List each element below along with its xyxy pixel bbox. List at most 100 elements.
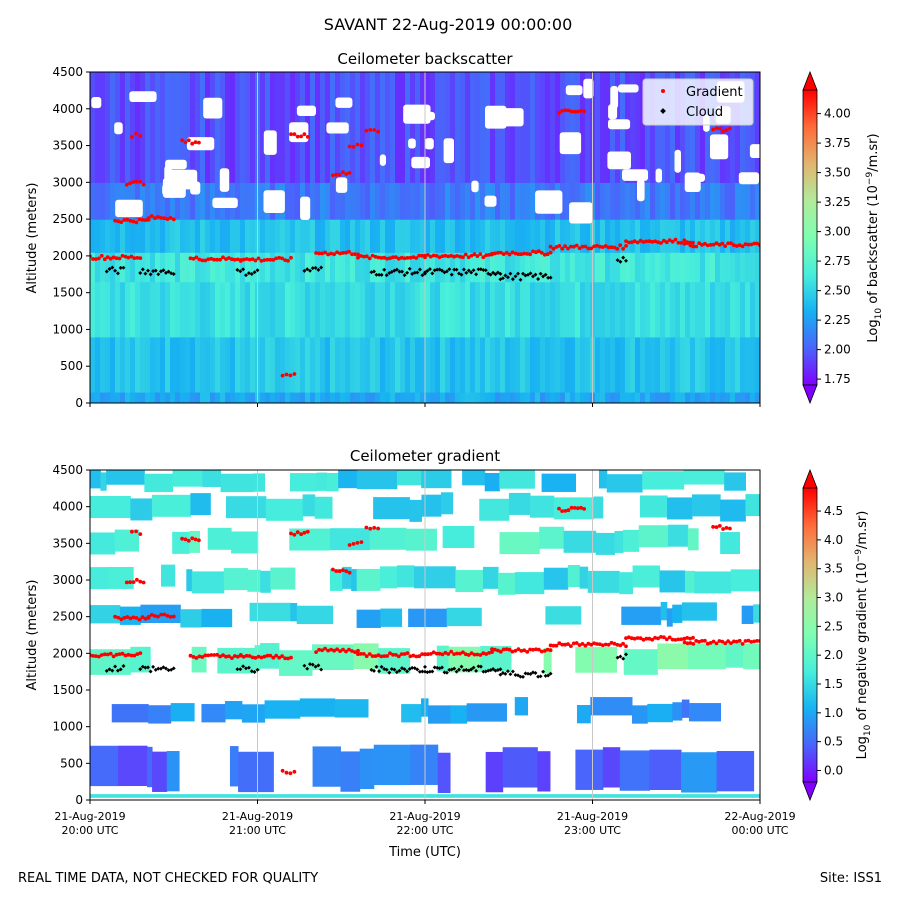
colorbar-tick-label: 2.00 [824, 343, 851, 357]
backscatter-cell [270, 252, 276, 283]
backscatter-cell [730, 281, 736, 338]
gradient-marker [122, 218, 127, 222]
gradient-marker [466, 653, 471, 657]
gradient-cell [716, 751, 755, 792]
backscatter-cell [450, 182, 456, 220]
backscatter-cell [145, 72, 151, 183]
backscatter-cell [230, 219, 236, 253]
backscatter-ylabel: Altitude (meters) [25, 183, 40, 294]
backscatter-cell [190, 391, 196, 403]
gradient-marker [262, 654, 267, 659]
backscatter-cell [205, 391, 211, 403]
gradient-marker [97, 256, 101, 261]
backscatter-cell [515, 391, 521, 403]
backscatter-nodata-gap [411, 156, 430, 169]
backscatter-cell [705, 391, 711, 403]
gradient-cell [672, 702, 683, 721]
gradient-marker [288, 771, 293, 776]
backscatter-cell [180, 336, 186, 393]
backscatter-cell [730, 219, 736, 253]
backscatter-cell [530, 281, 536, 338]
backscatter-cell [215, 219, 221, 253]
gradient-marker [372, 525, 377, 530]
backscatter-cell [420, 336, 426, 393]
backscatter-cell [640, 219, 646, 253]
backscatter-cell [315, 219, 321, 253]
backscatter-cell [595, 281, 601, 338]
cloud-marker [407, 266, 412, 271]
x-tick-time: 23:00 UTC [564, 824, 621, 837]
gradient-marker [484, 652, 489, 656]
backscatter-cell [755, 281, 760, 338]
backscatter-cell [420, 391, 426, 403]
backscatter-nodata-gap [263, 190, 285, 213]
backscatter-cell [750, 72, 756, 183]
backscatter-cell [560, 182, 566, 220]
backscatter-cell [710, 391, 716, 403]
colorbar-tick-label: 2.75 [824, 254, 851, 268]
backscatter-cell [645, 72, 651, 183]
gradient-marker [428, 652, 433, 656]
backscatter-cell [100, 391, 106, 403]
backscatter-cell [275, 391, 281, 403]
backscatter-nodata-gap [296, 105, 316, 116]
gradient-marker [373, 254, 378, 259]
gradient-marker [359, 143, 364, 148]
backscatter-cell [395, 72, 401, 183]
backscatter-cell [385, 281, 391, 338]
backscatter-cell [225, 336, 231, 393]
gradient-marker [271, 258, 276, 262]
backscatter-cell [145, 182, 151, 220]
gradient-cell [694, 571, 732, 594]
gradient-marker [452, 254, 456, 259]
y-tick-label: 500 [60, 359, 83, 373]
backscatter-cell [345, 336, 351, 393]
backscatter-nodata-gap [289, 122, 309, 143]
gradient-marker [752, 241, 757, 246]
gradient-marker [203, 258, 208, 263]
backscatter-cell [740, 182, 746, 220]
backscatter-cell [715, 336, 721, 393]
gradient-marker [734, 244, 739, 248]
backscatter-cell [530, 252, 536, 283]
cloud-marker [235, 267, 240, 272]
backscatter-cell [435, 281, 441, 338]
gradient-marker [635, 240, 640, 245]
y-tick-label: 4000 [52, 500, 83, 514]
gradient-marker [128, 580, 133, 585]
backscatter-cell [725, 336, 731, 393]
backscatter-cell [180, 72, 186, 183]
backscatter-cell [525, 182, 531, 220]
backscatter-cell [685, 182, 691, 220]
backscatter-cell [135, 281, 141, 338]
backscatter-cell [695, 336, 701, 393]
gradient-marker [134, 616, 139, 620]
gradient-marker [455, 254, 459, 258]
backscatter-cell [465, 391, 471, 403]
backscatter-cell [220, 281, 226, 338]
backscatter-cell [710, 182, 716, 220]
colorbar-tick-label: 1.0 [824, 706, 843, 720]
gradient-marker [493, 647, 497, 652]
gradient-marker [212, 257, 217, 262]
backscatter-cell [135, 252, 141, 283]
gradient-marker [697, 639, 701, 644]
gradient-marker [212, 653, 217, 657]
gradient-marker [434, 651, 439, 656]
gradient-cell [207, 527, 232, 550]
gradient-cell [270, 567, 296, 590]
backscatter-cell [405, 252, 411, 283]
gradient-marker [723, 641, 728, 646]
backscatter-cell [345, 252, 351, 283]
backscatter-cell [360, 72, 366, 183]
gradient-cell [672, 604, 683, 623]
backscatter-cell [605, 219, 611, 253]
backscatter-cell [305, 252, 311, 283]
gradient-marker [320, 251, 324, 256]
backscatter-cell [740, 219, 746, 253]
backscatter-cell [455, 219, 461, 253]
gradient-marker [123, 653, 128, 658]
backscatter-cell [670, 252, 676, 283]
cloud-marker [153, 268, 158, 273]
backscatter-cell [495, 252, 501, 283]
